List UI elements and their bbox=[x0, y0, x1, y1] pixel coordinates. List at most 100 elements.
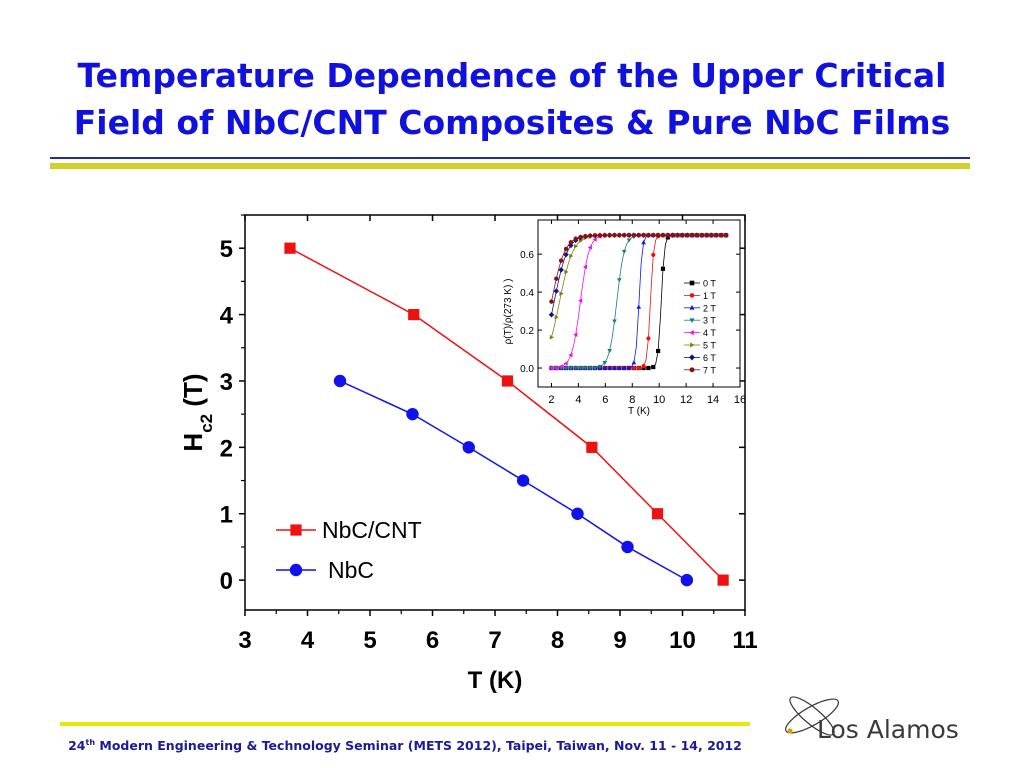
inset-data-point bbox=[621, 249, 627, 255]
inset-legend-label: 6 T bbox=[703, 353, 716, 363]
inset-data-point bbox=[563, 251, 569, 258]
inset-data-point bbox=[646, 336, 651, 341]
inset-x-tick-label: 16 bbox=[734, 394, 746, 406]
inset-data-point bbox=[587, 366, 593, 371]
x-tick-label: 5 bbox=[363, 627, 376, 654]
inset-data-point bbox=[660, 266, 666, 271]
inset-data-point bbox=[563, 246, 569, 252]
slide-title: Temperature Dependence of the Upper Crit… bbox=[0, 52, 1024, 146]
series-nbc-cnt: NbC/CNT bbox=[276, 242, 729, 586]
x-axis-label: T (K) bbox=[468, 667, 523, 694]
inset-data-point bbox=[548, 365, 554, 371]
inset-data-point bbox=[636, 304, 642, 309]
data-point bbox=[651, 508, 664, 520]
data-point bbox=[408, 308, 420, 321]
inset-data-point bbox=[553, 288, 560, 294]
x-tick-label: 10 bbox=[669, 627, 696, 654]
inset-data-point bbox=[626, 365, 632, 370]
inset-data-point bbox=[612, 365, 617, 370]
inset-data-point bbox=[548, 311, 555, 318]
inset-legend-marker bbox=[689, 293, 695, 298]
y-tick-label: 3 bbox=[220, 369, 233, 396]
inset-data-point bbox=[582, 264, 588, 270]
inset-data-point bbox=[626, 238, 632, 243]
inset-data-point bbox=[607, 348, 612, 354]
inset-data-point bbox=[709, 232, 714, 238]
inset-data-point bbox=[569, 253, 574, 259]
inset-data-point bbox=[593, 232, 598, 238]
inset-data-point bbox=[597, 364, 603, 370]
inset-data-point bbox=[574, 243, 579, 249]
inset-data-point bbox=[631, 232, 636, 238]
inset-data-point bbox=[646, 365, 651, 371]
footer-description: Modern Engineering & Technology Seminar … bbox=[95, 738, 742, 754]
title-rule-yellow bbox=[50, 163, 970, 169]
inset-data-point bbox=[689, 232, 695, 238]
inset-x-tick-label: 14 bbox=[707, 394, 719, 406]
title-rule-blue bbox=[50, 157, 970, 159]
inset-data-point bbox=[612, 232, 617, 238]
inset-data-point bbox=[660, 232, 666, 238]
inset-legend-marker bbox=[689, 305, 695, 310]
inset-data-point bbox=[568, 366, 574, 371]
inset-x-tick-label: 12 bbox=[680, 394, 692, 406]
data-point bbox=[501, 375, 514, 387]
inset-data-point bbox=[563, 366, 569, 371]
series-nbc: NbC bbox=[276, 374, 694, 587]
inset-data-point bbox=[612, 319, 617, 324]
title-line-2: Field of NbC/CNT Composites & Pure NbC F… bbox=[73, 103, 951, 142]
inset-legend-label: 7 T bbox=[703, 365, 716, 375]
inset-data-point bbox=[641, 240, 646, 245]
inset-data-point bbox=[656, 348, 661, 354]
inset-data-point bbox=[558, 364, 563, 369]
inset-data-point bbox=[573, 236, 578, 242]
y-tick-label: 4 bbox=[220, 303, 234, 330]
x-tick-label: 7 bbox=[488, 627, 501, 654]
footer-rule bbox=[60, 722, 750, 726]
los-alamos-logo: Los Alamos bbox=[785, 696, 959, 744]
inset-legend-label: 0 T bbox=[703, 279, 716, 289]
inset-data-point bbox=[607, 232, 612, 238]
series-line bbox=[289, 247, 724, 581]
inset-data-point bbox=[641, 364, 646, 369]
inset-data-point bbox=[583, 366, 588, 371]
x-tick-label: 8 bbox=[551, 627, 564, 654]
inset-data-point bbox=[558, 267, 564, 273]
inset-data-point bbox=[568, 352, 573, 358]
inset-data-point bbox=[651, 364, 656, 370]
inset-data-point bbox=[723, 232, 729, 238]
inset-legend-label: 2 T bbox=[703, 303, 716, 313]
inset-x-axis-label: T (K) bbox=[628, 406, 650, 417]
y-axis-label: Hc2 (T) bbox=[178, 373, 216, 451]
inset-data-point bbox=[621, 365, 627, 370]
inset-data-point bbox=[549, 299, 554, 305]
inset-x-tick-label: 4 bbox=[575, 394, 581, 406]
inset-data-point bbox=[651, 252, 656, 257]
inset-data-point bbox=[617, 365, 622, 370]
inset-data-point bbox=[656, 232, 661, 238]
x-tick-label: 9 bbox=[613, 627, 626, 654]
inset-data-point bbox=[636, 232, 641, 238]
inset-y-axis-label: ρ(T)/ρ(273 K) ) bbox=[503, 279, 514, 345]
atom-dot-icon bbox=[787, 728, 793, 734]
inset-legend-marker bbox=[689, 280, 695, 286]
data-point bbox=[516, 474, 530, 487]
inset-data-point bbox=[636, 365, 641, 371]
inset-legend-marker bbox=[689, 367, 695, 373]
inset-x-tick-label: 8 bbox=[629, 394, 635, 406]
x-tick-label: 6 bbox=[426, 627, 439, 654]
footer-superscript: th bbox=[85, 738, 96, 747]
inset-data-point bbox=[573, 332, 578, 338]
inset-data-point bbox=[646, 232, 651, 238]
inset-data-point bbox=[665, 232, 670, 238]
inset-legend-marker bbox=[689, 354, 695, 361]
inset-legend-label: 3 T bbox=[703, 316, 716, 326]
inset-data-point bbox=[578, 366, 583, 371]
logo-text: Los Alamos bbox=[817, 715, 959, 744]
inset-legend-label: 1 T bbox=[703, 291, 716, 301]
inset-data-point bbox=[675, 232, 680, 238]
inset-data-point bbox=[602, 365, 608, 370]
inset-data-point bbox=[626, 232, 632, 238]
